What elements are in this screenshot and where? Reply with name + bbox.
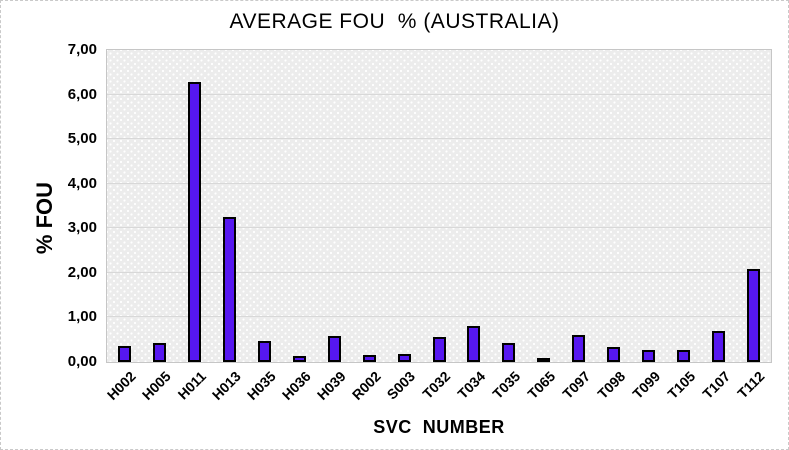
- bar-H013[interactable]: [222, 217, 236, 362]
- y-tick-label: 2,00: [67, 263, 97, 281]
- x-tick-label: H036: [278, 368, 314, 403]
- bar-T035[interactable]: [502, 343, 516, 362]
- bar-T065[interactable]: [537, 358, 551, 362]
- x-tick-label: T032: [419, 368, 454, 402]
- bar-H005[interactable]: [152, 343, 166, 362]
- gridline: [107, 93, 771, 95]
- y-tick-label: 0,00: [67, 353, 97, 370]
- x-tick-label: H035: [243, 368, 279, 403]
- bar-H036[interactable]: [292, 356, 306, 362]
- gridline: [107, 182, 771, 184]
- bar-H011[interactable]: [187, 82, 201, 362]
- gridline: [107, 316, 771, 318]
- y-axis-labels: 0,00 1,00 2,00 3,00 4,00 5,00 6,00 7,00: [1, 1, 97, 449]
- bar-H035[interactable]: [257, 341, 271, 362]
- gridline: [107, 138, 771, 140]
- bar-H002[interactable]: [117, 346, 131, 362]
- x-tick-label: H002: [103, 368, 139, 403]
- x-tick-label: T034: [454, 368, 489, 402]
- y-tick-label: 7,00: [67, 41, 97, 58]
- bar-T105[interactable]: [677, 350, 691, 362]
- y-tick-label: 1,00: [67, 308, 97, 326]
- x-tick-label: T098: [594, 368, 629, 402]
- x-tick-label: S003: [383, 368, 419, 403]
- gridline: [107, 227, 771, 229]
- bar-T099[interactable]: [642, 350, 656, 362]
- y-tick-label: 4,00: [67, 174, 97, 192]
- x-tick-label: H039: [313, 368, 349, 403]
- chart-title: AVERAGE FOU % (AUSTRALIA): [229, 10, 560, 33]
- bar-T107[interactable]: [712, 331, 726, 362]
- x-tick-label: T099: [629, 368, 664, 402]
- bar-T097[interactable]: [572, 335, 586, 362]
- bar-T098[interactable]: [607, 347, 621, 362]
- x-tick-label: T112: [734, 368, 768, 402]
- x-tick-label: T097: [559, 368, 594, 402]
- bar-T112[interactable]: [747, 269, 761, 362]
- y-tick-label: 6,00: [67, 85, 97, 103]
- x-tick-label: H005: [138, 368, 174, 403]
- bar-H039[interactable]: [327, 336, 341, 362]
- y-tick-label: 5,00: [67, 130, 97, 148]
- x-tick-label: H011: [174, 368, 209, 403]
- x-axis-title: SVC NUMBER: [373, 417, 505, 437]
- bar-T032[interactable]: [432, 337, 446, 362]
- x-tick-label: T107: [699, 368, 733, 402]
- y-tick-label: 3,00: [67, 219, 97, 237]
- x-tick-label: T035: [489, 368, 524, 402]
- x-tick-label: R002: [348, 368, 384, 403]
- x-tick-label: T065: [524, 368, 559, 402]
- bar-S003[interactable]: [397, 354, 411, 362]
- bar-R002[interactable]: [362, 355, 376, 362]
- x-tick-label: H013: [208, 368, 244, 403]
- bar-T034[interactable]: [467, 326, 481, 362]
- x-tick-label: T105: [664, 368, 698, 402]
- plot-area: [106, 49, 772, 363]
- gridline: [107, 271, 771, 273]
